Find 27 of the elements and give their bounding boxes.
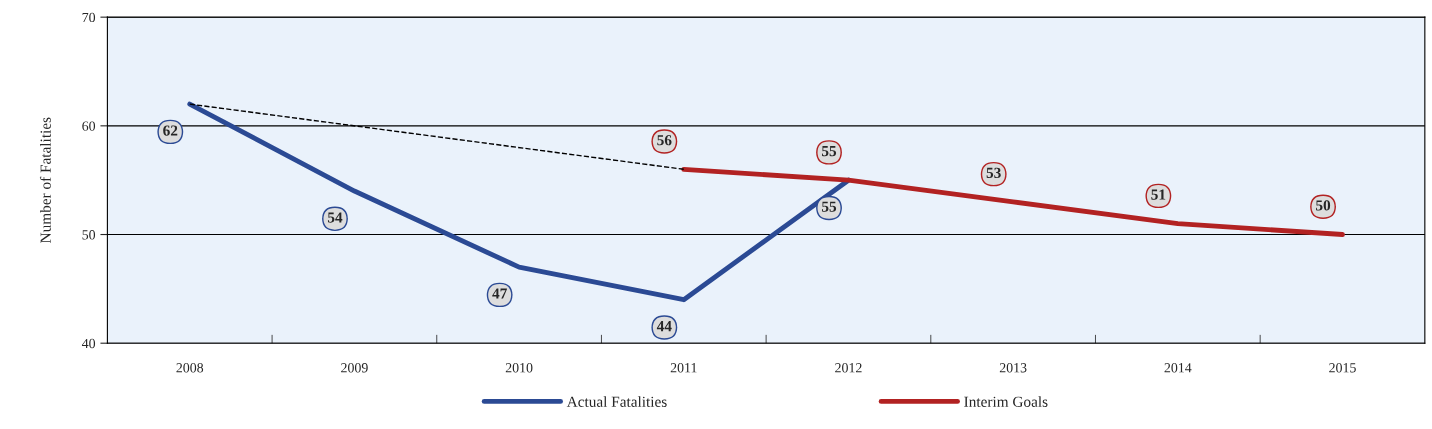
x-tick-label: 2008 [176, 363, 204, 373]
x-tick-label: 2012 [835, 363, 862, 373]
x-tick-label: 2011 [670, 363, 697, 373]
data-label: 55 [821, 146, 837, 157]
x-tick-label: 2010 [505, 363, 533, 373]
x-tick-label: 2013 [999, 363, 1027, 373]
data-label: 53 [986, 167, 1001, 178]
x-tick-label: 2009 [341, 363, 368, 373]
data-label: 50 [1316, 200, 1331, 211]
data-label: 51 [1151, 189, 1166, 200]
data-label: 44 [656, 321, 672, 332]
x-tick-label: 2014 [1164, 363, 1192, 373]
y-tick-label: 70 [82, 12, 96, 23]
y-tick-label: 50 [82, 230, 96, 240]
legend-label: Actual Fatalities [566, 396, 667, 407]
line-series [681, 166, 1345, 237]
y-tick-label: 60 [82, 121, 96, 131]
x-tick-label: 2015 [1329, 363, 1356, 373]
data-label: 56 [657, 135, 672, 146]
y-tick-label: 40 [81, 338, 96, 349]
line-series [187, 101, 851, 303]
data-label: 62 [163, 125, 178, 136]
legend-label: Interim Goals [964, 396, 1048, 407]
data-label: 54 [327, 212, 343, 223]
data-label: 55 [821, 201, 837, 212]
y-axis-title: Number of Fatalities [39, 117, 51, 243]
data-label: 47 [492, 288, 507, 299]
